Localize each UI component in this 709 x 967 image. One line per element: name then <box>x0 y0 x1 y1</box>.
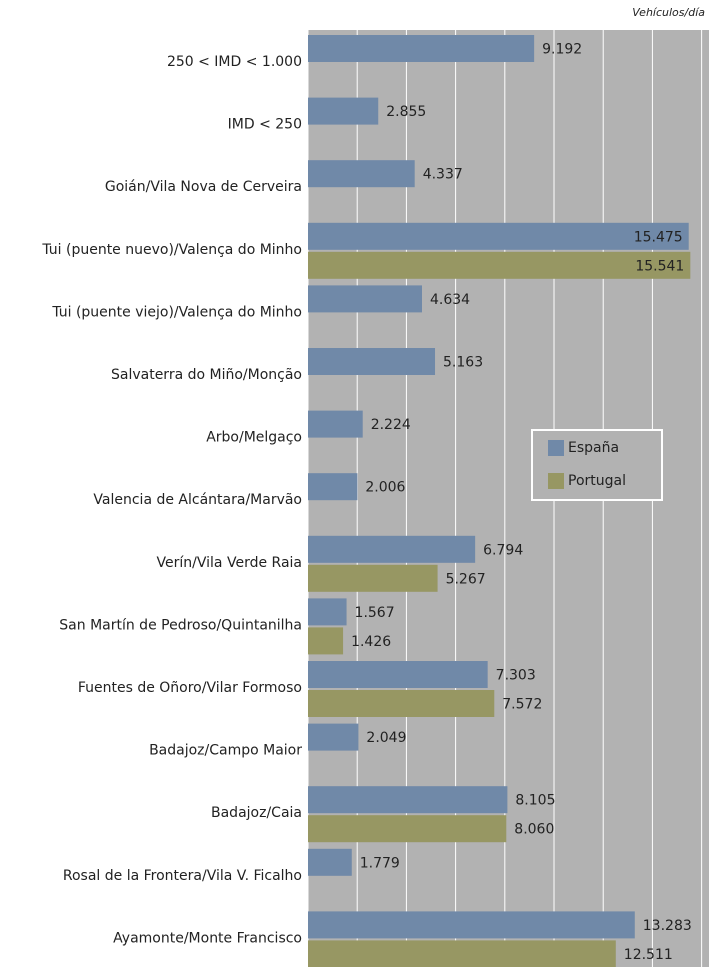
bar <box>308 222 689 250</box>
category-label: IMD < 250 <box>228 117 302 133</box>
value-label: 2.224 <box>371 417 411 433</box>
bar <box>308 723 359 751</box>
value-label: 5.267 <box>446 571 486 587</box>
bar <box>308 285 423 313</box>
value-label: 2.049 <box>366 730 406 746</box>
bar <box>308 627 344 655</box>
value-label: 5.163 <box>443 355 483 371</box>
category-label: Goián/Vila Nova de Cerveira <box>105 179 302 195</box>
value-label: 1.567 <box>355 605 395 621</box>
value-label: 12.511 <box>624 947 673 963</box>
bar <box>308 535 476 563</box>
value-label: 7.572 <box>502 697 542 713</box>
legend-label: España <box>568 440 619 456</box>
category-label: Tui (puente nuevo)/Valença do Minho <box>41 242 302 258</box>
value-label: 4.337 <box>423 167 463 183</box>
bar <box>308 848 352 876</box>
value-label: 2.006 <box>365 480 405 496</box>
bar <box>308 564 438 592</box>
value-label: 1.426 <box>351 634 391 650</box>
legend-swatch <box>548 440 564 456</box>
value-label: 13.283 <box>643 918 692 934</box>
category-label: Ayamonte/Monte Francisco <box>113 930 302 946</box>
category-label: Salvaterra do Miño/Monção <box>111 367 302 383</box>
unit-label: Vehículos/día <box>632 6 705 19</box>
bar <box>308 160 415 188</box>
value-label: 8.105 <box>515 793 555 809</box>
bar <box>308 348 436 375</box>
value-label: 1.779 <box>360 855 400 871</box>
value-label: 8.060 <box>514 822 554 838</box>
bar <box>308 690 495 717</box>
category-label: San Martín de Pedroso/Quintanilha <box>59 617 302 633</box>
legend-label: Portugal <box>568 473 626 489</box>
value-label: 15.541 <box>635 258 684 274</box>
bar <box>308 786 508 814</box>
bar <box>308 35 535 62</box>
bar <box>308 251 691 279</box>
value-label: 2.855 <box>386 104 426 120</box>
bar <box>308 97 379 125</box>
value-label: 9.192 <box>542 42 582 58</box>
value-label: 7.303 <box>496 668 536 684</box>
bar <box>308 940 616 967</box>
category-label: Arbo/Melgaço <box>206 430 302 446</box>
value-label: 6.794 <box>483 542 523 558</box>
bar <box>308 815 507 843</box>
category-label: 250 < IMD < 1.000 <box>167 54 302 70</box>
category-label: Verín/Vila Verde Raia <box>157 555 302 571</box>
category-label: Badajoz/Caia <box>211 805 302 821</box>
bar <box>308 911 635 939</box>
category-label: Badajoz/Campo Maior <box>149 743 302 759</box>
legend-swatch <box>548 473 564 489</box>
category-label: Rosal de la Frontera/Vila V. Ficalho <box>63 868 302 884</box>
value-label: 4.634 <box>430 292 470 308</box>
bar <box>308 661 488 688</box>
category-label: Tui (puente viejo)/Valença do Minho <box>51 304 302 320</box>
bar <box>308 473 358 501</box>
value-label: 15.475 <box>634 229 683 245</box>
category-label: Fuentes de Oñoro/Vilar Formoso <box>78 680 302 696</box>
category-label: Valencia de Alcántara/Marvão <box>93 492 302 508</box>
bar <box>308 598 347 626</box>
bar <box>308 410 363 438</box>
